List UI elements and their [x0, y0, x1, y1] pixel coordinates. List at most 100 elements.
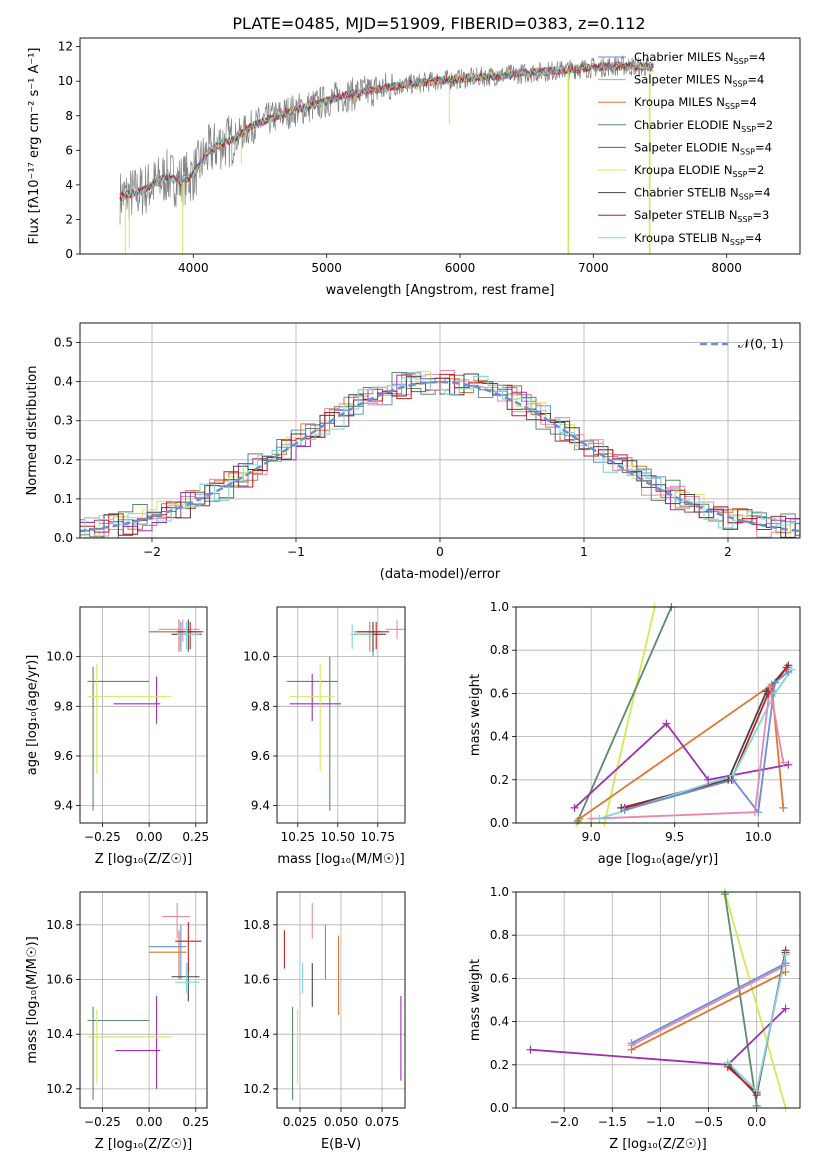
y-tick-label: 0.0: [54, 531, 73, 545]
histogram-step: [80, 373, 800, 538]
y-tick-label: 0.4: [490, 1015, 509, 1029]
legend-label: Chabrier ELODIE NSSP=2: [634, 118, 773, 134]
x-axis-label: mass [log₁₀(M/M☉)]: [277, 852, 404, 867]
y-tick-label: 9.8: [54, 699, 73, 713]
y-tick-label: 0.3: [54, 414, 73, 428]
model-spectrum-line: [119, 61, 654, 200]
y-axis-label: age [log₁₀(age/yr)]: [25, 655, 40, 776]
y-tick-label: 10: [58, 74, 73, 88]
weight-line: [576, 607, 673, 822]
legend-label: Kroupa MILES NSSP=4: [634, 95, 757, 111]
weight-marker: [729, 775, 738, 784]
x-tick-label: 10.75: [361, 830, 395, 844]
y-tick-label: 10.8: [46, 918, 73, 932]
y-tick-label: 10.4: [46, 1027, 73, 1041]
y-tick-label: 9.6: [251, 749, 270, 763]
axes-frame: [515, 606, 801, 824]
legend-label: Kroupa ELODIE NSSP=2: [634, 163, 764, 179]
normal-curve: [80, 380, 800, 533]
legend-label: Chabrier STELIB NSSP=4: [634, 186, 771, 202]
weight-line: [599, 669, 793, 820]
y-tick-label: 0.2: [54, 453, 73, 467]
model-spectrum-line: [119, 60, 654, 201]
weight-marker: [575, 814, 584, 823]
legend-label: Salpeter STELIB NSSP=3: [634, 208, 769, 224]
weight-line: [573, 722, 789, 809]
x-axis-label: (data-model)/error: [380, 567, 501, 582]
massweight-vs-age-plot-area: [573, 607, 793, 823]
x-tick-label: −0.25: [84, 1115, 121, 1129]
weight-marker: [770, 689, 779, 698]
y-tick-label: 10.2: [243, 1082, 270, 1096]
legend-label: Kroupa STELIB NSSP=4: [634, 231, 762, 247]
weight-marker: [595, 814, 604, 823]
spectrum-plot-area: [119, 54, 654, 254]
weight-marker: [765, 682, 774, 691]
y-tick-label: 9.4: [251, 799, 270, 813]
x-tick-label: 0.0: [747, 1115, 766, 1129]
x-axis-label: Z [log₁₀(Z/Z☉)]: [609, 1137, 706, 1152]
x-tick-label: 10.0: [745, 830, 772, 844]
model-spectrum-line: [119, 61, 654, 201]
x-tick-label: 4000: [178, 261, 209, 275]
mass-vs-Z-plot-area: [87, 902, 202, 1100]
residual-histogram-panel: −2 −1 0 1 2 0.0 0.1 0.2 0.3 0.4 0.5 𝒩(0, 1) (data-mo…: [25, 322, 801, 582]
x-tick-label: 2: [724, 545, 732, 559]
x-tick-label: 6000: [445, 261, 476, 275]
y-tick-label: 1.0: [490, 885, 509, 899]
weight-line: [724, 892, 787, 1108]
model-spectrum-line: [119, 61, 654, 201]
axes-frame: [276, 891, 406, 1109]
histogram-step: [80, 373, 800, 534]
spectrum-panel: 4000 5000 6000 7000 8000 0 2 4 6 8 10 12 Chabrier MI…: [27, 37, 801, 298]
x-tick-label: 1: [580, 545, 588, 559]
axes-frame: [79, 891, 208, 1109]
x-tick-label: 9.0: [582, 830, 601, 844]
x-tick-label: 0.025: [283, 1115, 317, 1129]
x-tick-label: 0.075: [365, 1115, 399, 1129]
x-tick-label: −1.0: [646, 1115, 675, 1129]
x-tick-label: 0.00: [136, 1115, 163, 1129]
age-vs-Z-plot-area: [87, 619, 204, 811]
weight-marker: [752, 1086, 761, 1095]
x-tick-label: 0.25: [182, 1115, 209, 1129]
x-axis-label: E(B-V): [321, 1137, 361, 1152]
y-tick-label: 6: [65, 143, 73, 157]
x-tick-label: 10.50: [321, 830, 355, 844]
x-tick-label: −0.5: [694, 1115, 723, 1129]
weight-marker: [781, 1004, 790, 1013]
x-tick-label: 9.5: [665, 830, 684, 844]
legend-label: Salpeter ELODIE NSSP=4: [634, 140, 772, 156]
y-tick-label: 10.8: [243, 918, 270, 932]
axes-frame: [79, 606, 208, 824]
model-spectrum-line: [119, 61, 654, 201]
age-vs-mass-plot-area: [286, 619, 405, 811]
y-tick-label: 0.8: [490, 643, 509, 657]
weight-line: [576, 607, 656, 823]
weight-marker: [781, 950, 790, 959]
y-axis-label: mass [log₁₀(M/M☉)]: [25, 936, 40, 1063]
x-tick-label: −0.25: [84, 830, 121, 844]
weight-marker: [779, 803, 788, 812]
weight-marker: [587, 814, 596, 823]
y-axis-label: mass weight: [468, 959, 483, 1041]
x-axis-label: age [log₁₀(age/yr)]: [598, 852, 719, 867]
age-vs-Z-panel: −0.25 0.00 0.25 9.4 9.6 9.8 10.0 Z [log₁₀(Z/Z☉)…: [25, 606, 209, 867]
weight-marker: [662, 719, 671, 728]
x-axis-label: Z [log₁₀(Z/Z☉)]: [95, 852, 192, 867]
y-tick-label: 10.0: [46, 650, 73, 664]
y-tick-label: 12: [58, 40, 73, 54]
y-tick-label: 0.0: [490, 816, 509, 830]
weight-marker: [784, 667, 793, 676]
y-tick-label: 0.0: [490, 1101, 509, 1115]
weight-marker: [526, 1045, 535, 1054]
x-tick-label: 0.25: [182, 830, 209, 844]
y-tick-label: 9.6: [54, 749, 73, 763]
y-tick-label: 0.6: [490, 686, 509, 700]
weight-marker: [779, 758, 788, 767]
weight-marker: [781, 967, 790, 976]
y-tick-label: 10.6: [46, 972, 73, 986]
legend-label: Chabrier MILES NSSP=4: [634, 50, 766, 66]
y-tick-label: 0.8: [490, 928, 509, 942]
massweight-vs-Z-panel: −2.0 −1.5 −1.0 −0.5 0.0 0.0 0.2 0.4 0.6 0.8 1.0 Z […: [468, 885, 801, 1152]
